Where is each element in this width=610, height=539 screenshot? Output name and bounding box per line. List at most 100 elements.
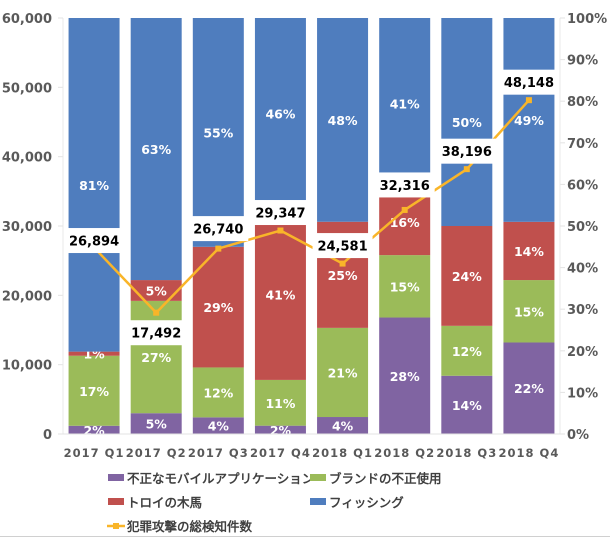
- line-point-marker: [153, 309, 160, 316]
- bar-segment: [254, 425, 306, 434]
- bar-segment: [254, 209, 306, 380]
- bar-segment-label: 41%: [390, 96, 420, 111]
- bar-segment-label: 25%: [328, 268, 358, 283]
- line-data-label: 17,492: [131, 327, 181, 342]
- line-point-marker: [401, 206, 408, 213]
- x-axis-tick-label: 2018 Q1: [312, 446, 373, 460]
- line-point-marker: [525, 97, 532, 104]
- line-point-marker: [463, 166, 470, 173]
- bar-stack: 14% 12% 24% 50%: [441, 18, 493, 434]
- line-data-label-box: [312, 233, 373, 259]
- line-data-label: 48,148: [504, 76, 554, 91]
- right-axis-tick-label: 10%: [567, 386, 598, 401]
- bar-segment: [379, 18, 431, 189]
- right-axis-tick-label: 40%: [567, 262, 598, 277]
- bar-segment: [503, 280, 555, 343]
- left-axis-tick-label: 0: [43, 428, 52, 443]
- bar-segment-label: 12%: [203, 385, 233, 400]
- bar-stack: 4% 21% 25% 48%: [317, 18, 369, 434]
- x-axis-tick-label: 2018 Q3: [436, 446, 497, 460]
- right-axis-tick-label: 20%: [567, 345, 598, 360]
- line-data-label: 26,894: [69, 235, 119, 250]
- right-axis-tick-label: 30%: [567, 303, 598, 318]
- bar-segment-label: 16%: [390, 215, 420, 230]
- bar-segment: [441, 226, 493, 326]
- bar-segment: [503, 342, 555, 434]
- right-axis-tick-label: 50%: [567, 220, 598, 235]
- bar-segment-label: 28%: [390, 369, 420, 384]
- line-point-marker: [215, 245, 222, 252]
- bar-segment: [68, 18, 120, 352]
- bar-segment-label: 11%: [265, 396, 295, 411]
- legend-swatch: [108, 474, 124, 481]
- legend-label: トロイの木馬: [127, 495, 202, 510]
- bar-segment-label: 4%: [208, 419, 230, 434]
- right-axis-tick-label: 0%: [567, 428, 589, 443]
- bar-segment-label: 22%: [514, 381, 544, 396]
- bar-segment: [130, 413, 182, 434]
- bar-segment-label: 63%: [141, 142, 171, 157]
- x-axis-tick-label: 2017 Q4: [250, 446, 311, 460]
- bar-stack: 2%11%41%46%: [254, 18, 306, 438]
- line-point-marker: [339, 260, 346, 267]
- bar-segment-label: 46%: [265, 107, 295, 122]
- bar-stack: 2%17%1%81%: [68, 18, 120, 438]
- legend-item: トロイの木馬: [108, 495, 202, 510]
- bar-segment: [441, 375, 493, 434]
- line-data-label: 26,740: [193, 223, 243, 238]
- bar-segment: [192, 367, 244, 418]
- line-data-label-box: [436, 138, 497, 164]
- legend-item: フィッシング: [310, 495, 404, 510]
- x-axis-tick-label: 2017 Q3: [188, 446, 249, 460]
- bar-segment-label: 21%: [328, 365, 358, 380]
- bar-segment-label: 55%: [203, 125, 233, 140]
- left-axis-tick-label: 30,000: [2, 220, 52, 235]
- bar-segment-label: 49%: [514, 113, 544, 128]
- total-detections-line: 26,894 17,492 26,740 29,347 24,581 32,316 38,1…: [64, 69, 559, 346]
- bar-segment: [379, 255, 431, 318]
- bar-segment-label: 24%: [452, 269, 482, 284]
- line-data-label-box: [126, 320, 187, 346]
- bar-segment-label: 15%: [390, 279, 420, 294]
- bottom-divider: [0, 536, 610, 537]
- line-data-label-box: [64, 228, 125, 254]
- bar-segment: [379, 317, 431, 434]
- line-data-label: 38,196: [442, 145, 492, 160]
- legend-line-marker: [113, 523, 119, 529]
- bar-segment: [317, 417, 369, 434]
- legend-item: ブランドの不正使用: [310, 471, 442, 486]
- bar-segment: [130, 18, 182, 281]
- line-data-label-box: [250, 200, 311, 226]
- legend-swatch: [108, 498, 124, 505]
- line-path: [93, 99, 530, 314]
- bar-segment-label: 5%: [146, 417, 168, 432]
- legend-label: 不正なモバイルアプリケーション: [127, 471, 314, 486]
- bar-segment-label: 29%: [203, 300, 233, 315]
- bar-segment-label: 12%: [452, 344, 482, 359]
- bar-stack: 22% 15% 14% 49%: [503, 18, 555, 434]
- left-axis-tick-label: 50,000: [2, 81, 52, 96]
- line-data-label: 29,347: [255, 207, 305, 222]
- bar-segment-label: 14%: [452, 398, 482, 413]
- x-axis: 2017 Q1 2017 Q2 2017 Q3 2017 Q4 2018 Q1 2018 …: [63, 433, 560, 460]
- bar-segment-label: 17%: [79, 384, 109, 399]
- bar-segment-label: 5%: [146, 283, 168, 298]
- line-point-marker: [277, 227, 284, 234]
- bar-segment: [441, 18, 493, 226]
- legend-item: 犯罪攻撃の総検知件数: [107, 519, 253, 534]
- bar-segment-label: 41%: [265, 288, 295, 303]
- bar-segment-label: 81%: [79, 178, 109, 193]
- right-axis-tick-label: 70%: [567, 137, 598, 152]
- left-axis-tick-label: 60,000: [2, 12, 52, 27]
- bar-segment-label: 14%: [514, 244, 544, 259]
- bar-segment: [130, 280, 182, 301]
- left-axis: 0 10,000 20,000 30,000 40,000 50,000 60,000: [2, 12, 64, 443]
- bar-segment: [192, 417, 244, 434]
- bar-segment-label: 15%: [514, 304, 544, 319]
- bar-stack: 5% 27% 5% 63%: [130, 18, 182, 434]
- x-axis-tick-label: 2017 Q1: [64, 446, 125, 460]
- bar-segment: [317, 327, 369, 418]
- legend-item: 不正なモバイルアプリケーション: [108, 471, 314, 486]
